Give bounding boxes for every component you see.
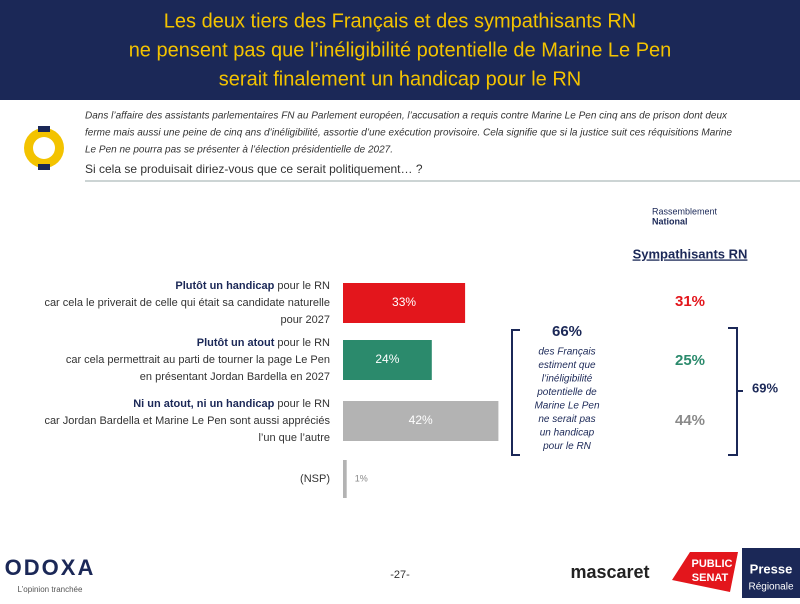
- logo-icon: [38, 164, 50, 170]
- rn-logo: Rassemblement: [652, 206, 718, 216]
- summary-text: ne serait pas: [538, 414, 595, 425]
- value-label: 42%: [409, 413, 433, 427]
- context-line: Le Pen ne pourra pas se présenter à l’él…: [85, 145, 393, 156]
- summary-text: des Français: [538, 347, 595, 358]
- bar: [343, 401, 499, 441]
- category-label: (NSP): [300, 473, 330, 485]
- tagline: L’opinion tranchée: [18, 585, 83, 594]
- value-label: 24%: [375, 352, 399, 366]
- rn-total: 69%: [752, 380, 778, 395]
- context-line: ferme mais aussi une peine de cinq ans d…: [85, 128, 732, 139]
- partner: SENAT: [692, 572, 729, 584]
- summary-text: potentielle de: [536, 387, 597, 398]
- category-label: Plutôt un handicap: [175, 280, 274, 292]
- category-detail: pour le RN: [274, 337, 330, 349]
- partner-logo: [742, 548, 800, 598]
- question: Si cela se produisait diriez-vous que ce…: [85, 162, 423, 176]
- category-detail: car cela le priverait de celle qui était…: [44, 297, 330, 309]
- logo-icon: [33, 137, 55, 159]
- rn-title: Sympathisants RN: [633, 246, 748, 261]
- bar: [343, 283, 466, 323]
- partner: Presse: [750, 561, 793, 576]
- rn-value: 25%: [675, 352, 705, 369]
- partner: PUBLIC: [692, 558, 733, 570]
- logo-icon: [38, 126, 50, 132]
- bar: [343, 340, 432, 380]
- partner: mascaret: [570, 562, 649, 582]
- page-number: -27-: [390, 569, 410, 581]
- category-label: Ni un atout, ni un handicap: [133, 398, 274, 410]
- summary-value: 66%: [552, 323, 582, 340]
- partner-logo: [672, 552, 738, 592]
- value-label: 33%: [392, 295, 416, 309]
- category-label: Plutôt un handicap pour le RN: [175, 280, 330, 292]
- context-line: Dans l’affaire des assistants parlementa…: [85, 111, 728, 122]
- title-line: Les deux tiers des Français et des sympa…: [164, 10, 636, 32]
- category-detail: l’un que l’autre: [258, 432, 330, 444]
- summary-text: Marine Le Pen: [534, 401, 599, 412]
- category-detail: pour le RN: [274, 398, 330, 410]
- header-band: [0, 0, 800, 100]
- category-detail: pour 2027: [280, 314, 330, 326]
- partner: Régionale: [748, 582, 793, 593]
- title-line: ne pensent pas que l’inéligibilité poten…: [129, 39, 672, 61]
- rn-logo: National: [652, 216, 688, 226]
- summary-text: pour le RN: [542, 441, 592, 452]
- category-detail: pour le RN: [274, 280, 330, 292]
- summary-text: un handicap: [540, 428, 595, 439]
- category-label: Ni un atout, ni un handicap pour le RN: [133, 398, 330, 410]
- summary-text: l’inéligibilité: [542, 374, 593, 385]
- brand: ODOXA: [5, 555, 96, 580]
- value-label: 1%: [355, 473, 368, 483]
- category-detail: en présentant Jordan Bardella en 2027: [140, 371, 330, 383]
- rn-value: 31%: [675, 293, 705, 310]
- bracket: [511, 327, 743, 456]
- bar: [343, 460, 347, 498]
- category-detail: car cela permettrait au parti de tourner…: [66, 354, 330, 366]
- category-label: Plutôt un atout pour le RN: [197, 337, 330, 349]
- summary-text: estiment que: [538, 360, 596, 371]
- rn-value: 44%: [675, 412, 705, 429]
- title-line: serait finalement un handicap pour le RN: [219, 68, 581, 90]
- category-detail: car Jordan Bardella et Marine Le Pen son…: [44, 415, 330, 427]
- category-label: Plutôt un atout: [197, 337, 275, 349]
- category-label: (NSP): [300, 473, 330, 485]
